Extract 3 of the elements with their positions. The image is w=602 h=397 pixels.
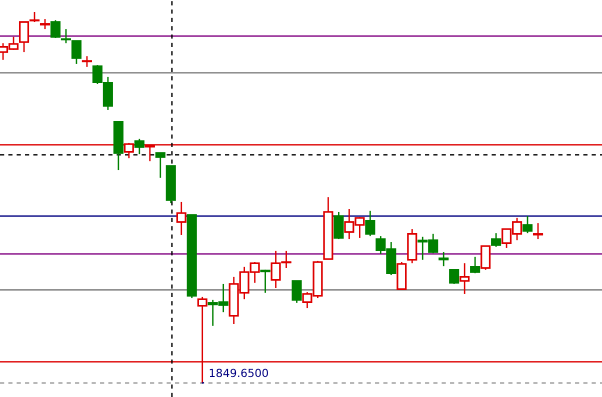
candlestick: [460, 262, 470, 295]
candlestick: [176, 201, 186, 236]
annotation: 1849.6500: [210, 368, 268, 378]
